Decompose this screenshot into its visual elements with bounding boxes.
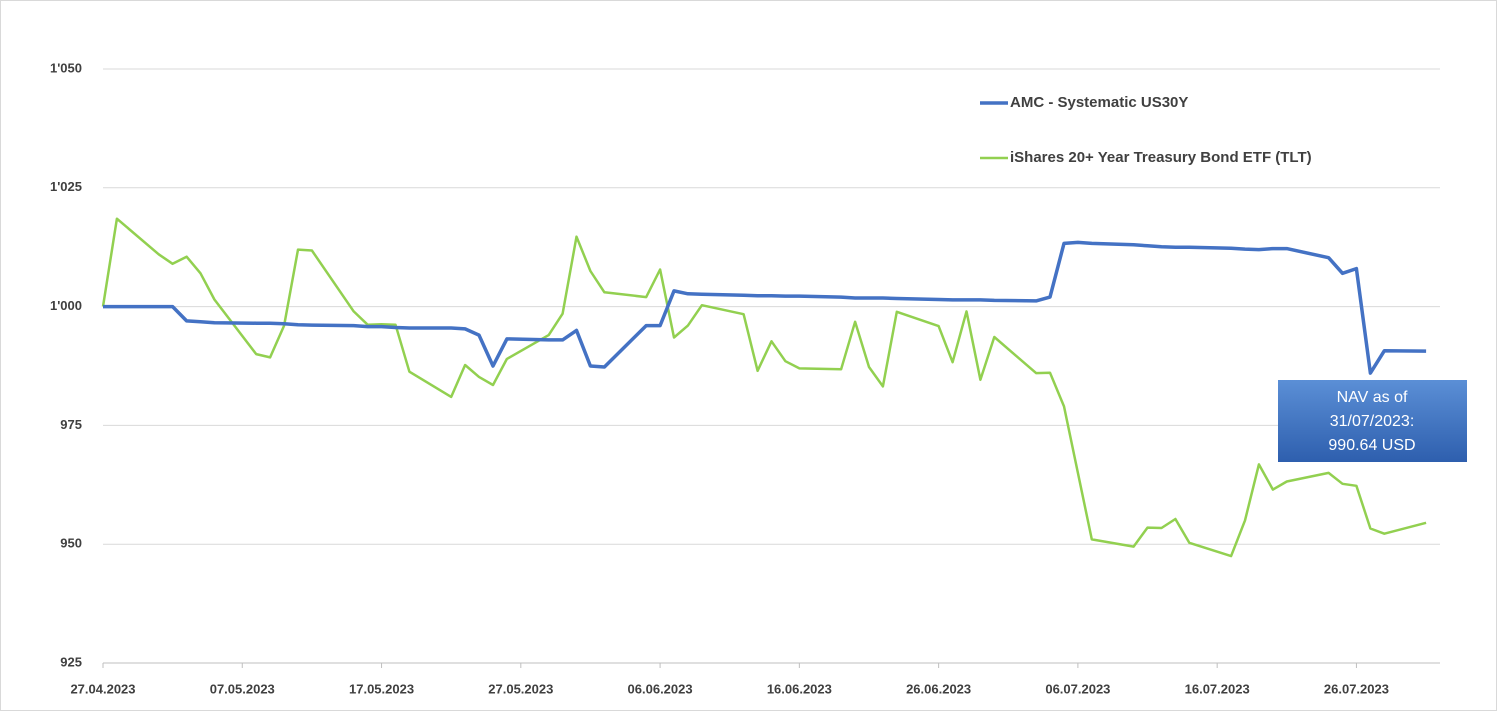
y-tick-label: 925 [60,654,82,669]
annotation-text: 31/07/2023: [1330,413,1415,430]
y-tick-label: 975 [60,417,82,432]
annotation-box [1278,380,1467,462]
series-line [103,240,1427,375]
x-tick-label: 07.05.2023 [210,681,275,696]
x-tick-label: 16.06.2023 [767,681,832,696]
x-tick-label: 06.06.2023 [628,681,693,696]
x-tick-label: 16.07.2023 [1185,681,1250,696]
annotation-text: NAV as of [1337,389,1408,406]
x-tick-label: 27.05.2023 [488,681,553,696]
x-tick-label: 06.07.2023 [1045,681,1110,696]
annotation-text: 990.64 USD [1328,437,1415,454]
y-tick-label: 1'000 [50,298,82,313]
y-tick-label: 1'050 [50,60,82,75]
x-tick-label: 26.06.2023 [906,681,971,696]
y-tick-label: 1'025 [50,179,82,194]
y-tick-label: 950 [60,536,82,551]
legend-label: iShares 20+ Year Treasury Bond ETF (TLT) [1010,149,1312,166]
x-tick-label: 26.07.2023 [1324,681,1389,696]
series-line [101,217,1427,558]
x-tick-label: 27.04.2023 [70,681,135,696]
x-tick-label: 17.05.2023 [349,681,414,696]
legend-label: AMC - Systematic US30Y [1010,94,1188,111]
